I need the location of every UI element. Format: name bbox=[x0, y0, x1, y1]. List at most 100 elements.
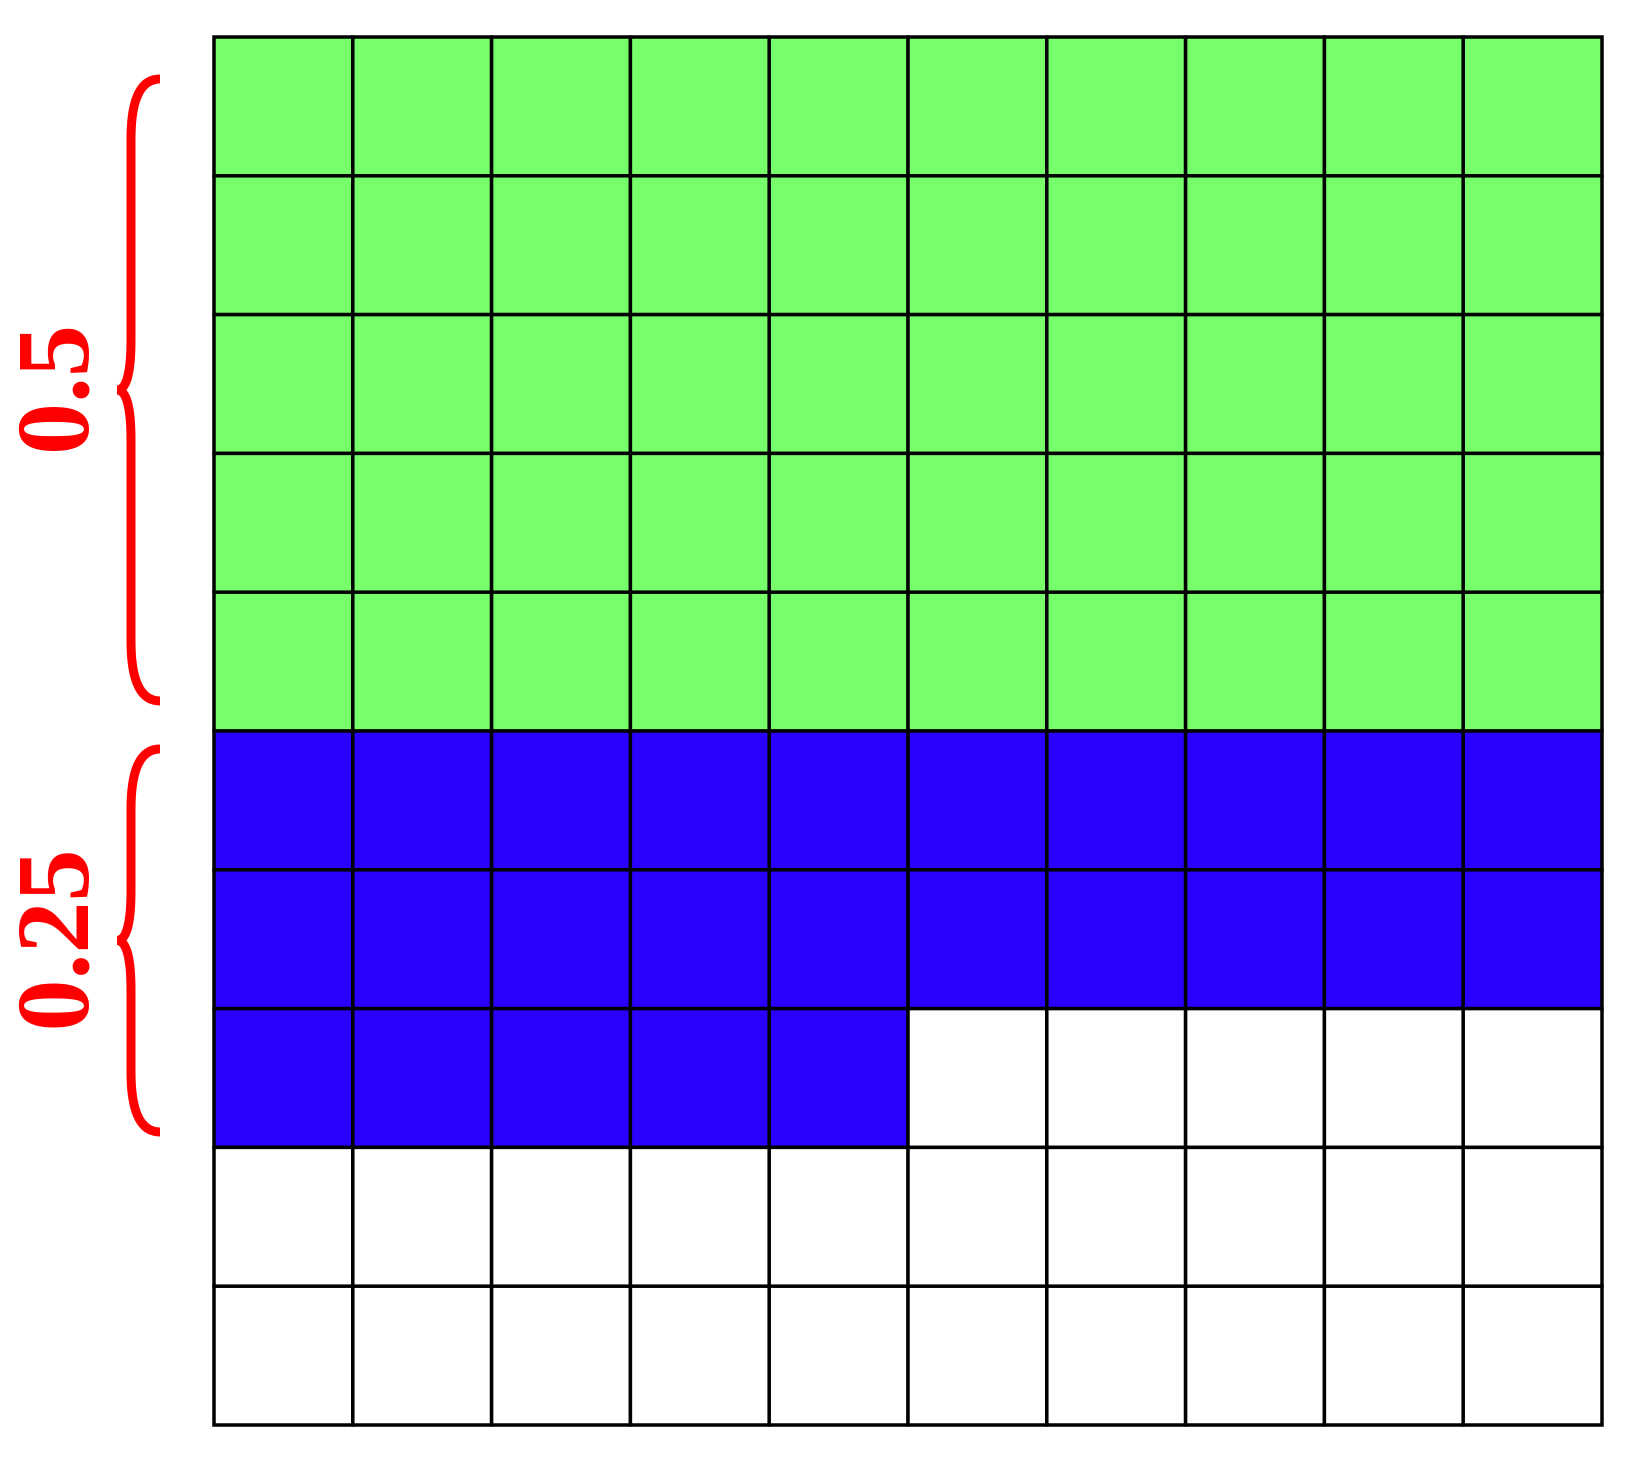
grid-cell bbox=[1322, 590, 1465, 733]
grid-cell bbox=[489, 729, 633, 872]
grid-cell bbox=[767, 868, 910, 1011]
grid-cell bbox=[1045, 312, 1188, 456]
grid-cell bbox=[1183, 729, 1327, 872]
grid-cell bbox=[906, 1006, 1049, 1150]
grid-cell bbox=[351, 1145, 494, 1288]
grid-cell bbox=[351, 729, 494, 872]
brace bbox=[115, 744, 161, 1137]
grid-cell bbox=[212, 590, 355, 733]
grid-cell bbox=[1183, 174, 1327, 317]
grid-cell bbox=[1183, 590, 1327, 733]
grid-cell bbox=[628, 729, 771, 872]
grid-cell bbox=[767, 1006, 910, 1150]
grid-cell bbox=[906, 174, 1049, 317]
grid-cell bbox=[1183, 1284, 1327, 1427]
grid-cell bbox=[1461, 1006, 1604, 1150]
grid-cell bbox=[1045, 590, 1188, 733]
grid-cell bbox=[489, 590, 633, 733]
grid-cell bbox=[1045, 868, 1188, 1011]
grid-cell bbox=[1461, 868, 1604, 1011]
grid-cell bbox=[212, 35, 355, 178]
grid-cell bbox=[1045, 451, 1188, 594]
grid-cell bbox=[767, 174, 910, 317]
grid-cell bbox=[1322, 35, 1465, 178]
grid-cell bbox=[351, 590, 494, 733]
grid-cell bbox=[351, 1006, 494, 1150]
grid-cell bbox=[1045, 1145, 1188, 1288]
fraction-label: 0.25 bbox=[0, 850, 111, 1032]
fraction-label: 0.5 bbox=[0, 325, 111, 455]
grid-cell bbox=[351, 1284, 494, 1427]
grid-cell bbox=[1461, 451, 1604, 594]
grid-cell bbox=[906, 1145, 1049, 1288]
grid-cell bbox=[1461, 1145, 1604, 1288]
grid-cell bbox=[628, 174, 771, 317]
grid-cell bbox=[1322, 1145, 1465, 1288]
grid-cell bbox=[906, 35, 1049, 178]
grid-cell bbox=[906, 868, 1049, 1011]
grid-cell bbox=[767, 590, 910, 733]
grid-cell bbox=[1461, 35, 1604, 178]
grid-cell bbox=[767, 312, 910, 456]
grid-cell bbox=[906, 451, 1049, 594]
grid-cell bbox=[489, 1006, 633, 1150]
grid-cell bbox=[628, 868, 771, 1011]
grid-cell bbox=[489, 35, 633, 178]
grid-cell bbox=[767, 729, 910, 872]
grid-cell bbox=[212, 174, 355, 317]
grid-cell bbox=[1045, 35, 1188, 178]
grid-cell bbox=[628, 1145, 771, 1288]
grid-cell bbox=[1322, 451, 1465, 594]
grid-cell bbox=[1322, 312, 1465, 456]
grid-cell bbox=[212, 1145, 355, 1288]
grid-cell bbox=[1461, 590, 1604, 733]
grid-cell bbox=[1183, 868, 1327, 1011]
grid-cell bbox=[351, 35, 494, 178]
grid-cell bbox=[1183, 35, 1327, 178]
grid-cell bbox=[767, 1284, 910, 1427]
grid-cell bbox=[1322, 868, 1465, 1011]
grid-cell bbox=[1322, 1284, 1465, 1427]
grid-cell bbox=[489, 868, 633, 1011]
grid-cell bbox=[1045, 1006, 1188, 1150]
grid-cell bbox=[1045, 729, 1188, 872]
grid-cell bbox=[1461, 729, 1604, 872]
grid-cell bbox=[212, 729, 355, 872]
grid-cell bbox=[906, 729, 1049, 872]
grid-cell bbox=[628, 1006, 771, 1150]
grid-cell bbox=[351, 312, 494, 456]
grid-cell bbox=[906, 590, 1049, 733]
grid-cell bbox=[351, 174, 494, 317]
grid-cell bbox=[1322, 729, 1465, 872]
grid-cell bbox=[1461, 312, 1604, 456]
grid-cell bbox=[767, 451, 910, 594]
grid-cell bbox=[906, 1284, 1049, 1427]
grid-cell bbox=[1322, 174, 1465, 317]
grid-cell bbox=[906, 312, 1049, 456]
grid-cell bbox=[212, 312, 355, 456]
grid-cell bbox=[767, 35, 910, 178]
grid-cell bbox=[489, 312, 633, 456]
grid-cell bbox=[351, 451, 494, 594]
grid-cell bbox=[489, 174, 633, 317]
grid-cell bbox=[489, 451, 633, 594]
grid-cell bbox=[212, 1006, 355, 1150]
grid-cell bbox=[1045, 1284, 1188, 1427]
grid-cell bbox=[1183, 312, 1327, 456]
brace bbox=[115, 74, 161, 706]
grid-cell bbox=[212, 868, 355, 1011]
grid-cell bbox=[1183, 1145, 1327, 1288]
grid-cell bbox=[212, 451, 355, 594]
grid-cell bbox=[1183, 1006, 1327, 1150]
grid-cell bbox=[489, 1284, 633, 1427]
grid-cell bbox=[767, 1145, 910, 1288]
grid-cell bbox=[628, 35, 771, 178]
grid-cell bbox=[351, 868, 494, 1011]
grid-cell bbox=[628, 312, 771, 456]
grid-cell bbox=[628, 1284, 771, 1427]
grid-cell bbox=[1461, 174, 1604, 317]
grid-cell bbox=[628, 451, 771, 594]
grid-cell bbox=[212, 1284, 355, 1427]
